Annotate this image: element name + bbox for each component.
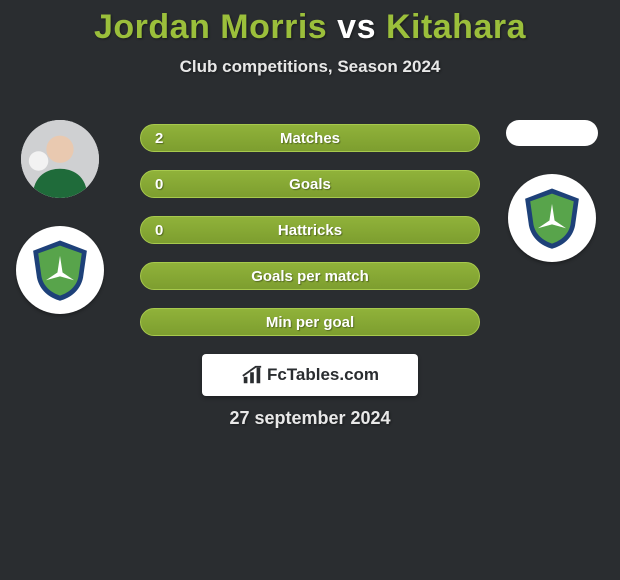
- title-player1: Jordan Morris: [94, 8, 327, 46]
- watermark: FcTables.com: [202, 354, 418, 396]
- bars-icon: [241, 364, 263, 386]
- stat-row-goals-per-match: Goals per match: [140, 262, 480, 290]
- stat-label: Goals: [289, 176, 331, 193]
- stat-value-left: 0: [155, 222, 163, 239]
- stat-label: Hattricks: [278, 222, 342, 239]
- stat-label: Matches: [280, 130, 340, 147]
- watermark-text: FcTables.com: [267, 365, 379, 385]
- page-title: Jordan Morris vs Kitahara: [0, 0, 620, 47]
- player2-club-badge: [508, 174, 596, 262]
- stat-value-left: 0: [155, 176, 163, 193]
- left-column: [8, 120, 112, 314]
- stat-label: Min per goal: [266, 314, 354, 331]
- sounders-crest-icon: [28, 238, 92, 302]
- stat-row-hattricks: 0 Hattricks: [140, 216, 480, 244]
- title-vs: vs: [327, 8, 386, 46]
- stat-value-left: 2: [155, 130, 163, 147]
- player1-club-badge: [16, 226, 104, 314]
- sounders-crest-icon: [520, 186, 584, 250]
- player1-photo: [21, 120, 99, 198]
- stat-row-goals: 0 Goals: [140, 170, 480, 198]
- player2-photo: [506, 120, 598, 146]
- stat-row-min-per-goal: Min per goal: [140, 308, 480, 336]
- person-icon: [21, 120, 99, 198]
- stat-label: Goals per match: [251, 268, 369, 285]
- stat-row-matches: 2 Matches: [140, 124, 480, 152]
- subtitle: Club competitions, Season 2024: [0, 57, 620, 77]
- right-column: [500, 120, 604, 262]
- date-text: 27 september 2024: [229, 408, 390, 429]
- stats-bars: 2 Matches 0 Goals 0 Hattricks Goals per …: [140, 124, 480, 336]
- title-player2: Kitahara: [386, 8, 526, 46]
